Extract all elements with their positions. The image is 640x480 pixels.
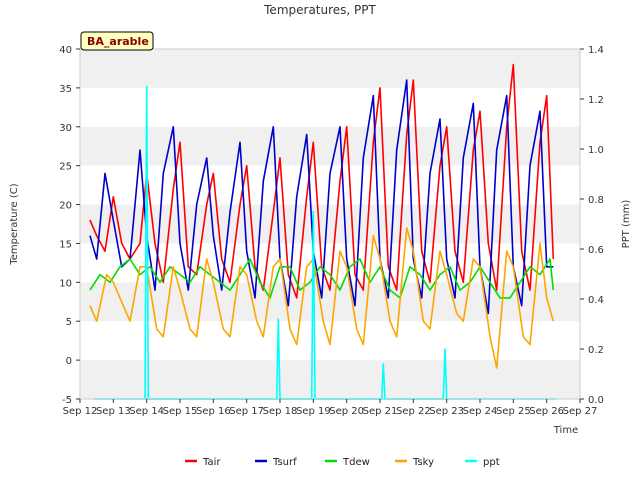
series-line-tsky bbox=[89, 227, 555, 369]
x-tick-label: Sep 17 bbox=[229, 406, 264, 417]
x-tick-label: Sep 16 bbox=[196, 406, 231, 417]
plot-frame bbox=[79, 48, 581, 400]
x-tick-label: Sep 18 bbox=[263, 406, 298, 417]
site-label-box: BA_arable bbox=[80, 31, 154, 51]
legend: Tair Tsurf Tdew Tsky ppt bbox=[185, 457, 500, 468]
site-label: BA_arable bbox=[87, 35, 149, 48]
y-right-tick-label: 0.2 bbox=[588, 345, 604, 356]
y-tick-label: 40 bbox=[59, 45, 72, 56]
y-tick-label: 5 bbox=[66, 317, 72, 328]
y-axis-title: Temperature (C) bbox=[9, 183, 20, 265]
x-tick-label: Sep 21 bbox=[363, 406, 398, 417]
x-tick-label: Sep 27 bbox=[563, 406, 598, 417]
y-right-tick-label: 1.2 bbox=[588, 95, 604, 106]
y-right-tick-label: 0.8 bbox=[588, 195, 604, 206]
x-tick-label: Sep 15 bbox=[163, 406, 198, 417]
x-tick-label: Sep 23 bbox=[429, 406, 464, 417]
series-line-tair bbox=[89, 63, 555, 299]
legend-label-tsurf: Tsurf bbox=[272, 457, 297, 468]
x-tick-label: Sep 19 bbox=[296, 406, 331, 417]
axes: -5 0 5 10 15 20 25 30 35 40 0.0 0.2 0.4 0.6 0.8 1.0 1.2 1… bbox=[59, 45, 604, 417]
y-right-tick-label: 0.0 bbox=[588, 395, 604, 406]
x-tick-label: Sep 24 bbox=[463, 406, 498, 417]
y-axis-right-title: PPT (mm) bbox=[621, 200, 632, 249]
y-tick-label: 20 bbox=[59, 201, 72, 212]
y-tick-label: 0 bbox=[66, 356, 72, 367]
series-line-tdew bbox=[89, 258, 555, 299]
y-tick-label: 25 bbox=[59, 162, 72, 173]
legend-label-tsky: Tsky bbox=[412, 457, 434, 468]
y-right-tick-label: 0.6 bbox=[588, 245, 604, 256]
chart-title: Temperatures, PPT bbox=[263, 3, 376, 17]
y-tick-label: 10 bbox=[59, 278, 72, 289]
x-tick-label: Sep 22 bbox=[396, 406, 431, 417]
y-right-tick-label: 1.4 bbox=[588, 45, 604, 56]
grid-band bbox=[80, 360, 580, 399]
y-tick-label: 15 bbox=[59, 239, 72, 250]
y-tick-label: -5 bbox=[62, 395, 72, 406]
y-right-tick-label: 0.4 bbox=[588, 295, 604, 306]
legend-label-ppt: ppt bbox=[483, 457, 500, 468]
y-tick-label: 35 bbox=[59, 84, 72, 95]
x-tick-label: Sep 25 bbox=[496, 406, 531, 417]
grid-band bbox=[80, 204, 580, 244]
y-right-tick-label: 1.0 bbox=[588, 145, 604, 156]
x-tick-label: Sep 20 bbox=[329, 406, 364, 417]
x-tick-label: Sep 13 bbox=[96, 406, 131, 417]
legend-label-tair: Tair bbox=[202, 457, 221, 468]
x-tick-label: Sep 26 bbox=[529, 406, 564, 417]
y-tick-label: 30 bbox=[59, 123, 72, 134]
x-axis-title: Time bbox=[553, 425, 578, 436]
x-tick-label: Sep 14 bbox=[129, 406, 164, 417]
series-line-tsurf bbox=[89, 79, 554, 315]
legend-label-tdew: Tdew bbox=[342, 457, 370, 468]
grid-band bbox=[80, 49, 580, 88]
x-tick-label: Sep 12 bbox=[63, 406, 98, 417]
